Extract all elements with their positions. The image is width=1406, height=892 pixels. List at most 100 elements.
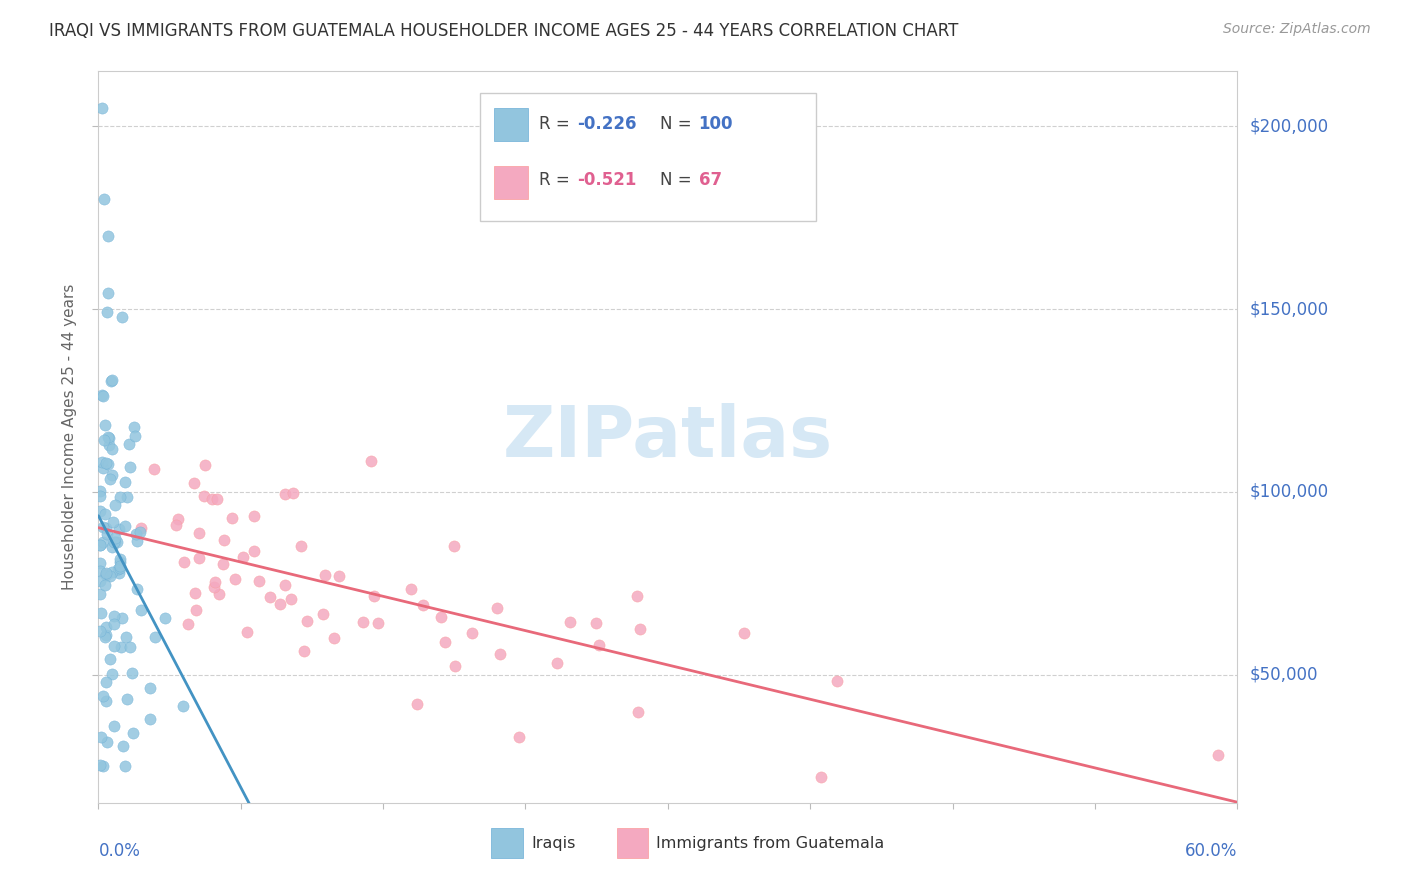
Point xyxy=(352,615,374,630)
Point xyxy=(124,429,146,443)
Point xyxy=(290,539,312,553)
Point xyxy=(810,770,832,784)
Point xyxy=(103,719,125,733)
Point xyxy=(184,603,207,617)
Point xyxy=(89,538,111,552)
Point xyxy=(112,739,135,753)
Point xyxy=(489,647,512,661)
Point xyxy=(461,625,484,640)
Point xyxy=(626,705,648,719)
Point xyxy=(98,438,121,452)
Point xyxy=(91,519,114,533)
Point xyxy=(273,578,295,592)
Point xyxy=(100,374,122,388)
Point xyxy=(314,568,336,582)
Point xyxy=(103,535,125,549)
Point xyxy=(101,468,124,483)
Point xyxy=(100,565,122,579)
Y-axis label: Householder Income Ages 25 - 44 years: Householder Income Ages 25 - 44 years xyxy=(62,284,77,591)
Point xyxy=(89,574,111,589)
Point xyxy=(172,698,194,713)
Point xyxy=(165,517,187,532)
Point xyxy=(90,606,112,620)
Text: R =: R = xyxy=(538,170,575,188)
Point xyxy=(485,601,508,615)
Point xyxy=(98,431,121,445)
Point xyxy=(825,674,848,689)
Point xyxy=(129,521,152,535)
Point xyxy=(91,460,114,475)
Point xyxy=(108,555,131,569)
Point xyxy=(97,228,120,243)
Point xyxy=(118,437,141,451)
Point xyxy=(91,690,114,704)
Point xyxy=(187,550,209,565)
Point xyxy=(89,538,111,552)
Point xyxy=(96,304,118,318)
Point xyxy=(90,388,112,402)
Point xyxy=(243,509,266,524)
Point xyxy=(235,624,257,639)
Point xyxy=(139,712,162,726)
Point xyxy=(243,543,266,558)
Text: Immigrants from Guatemala: Immigrants from Guatemala xyxy=(657,836,884,851)
Point xyxy=(114,759,136,773)
Bar xyxy=(494,108,527,141)
Point xyxy=(312,607,335,621)
Point xyxy=(100,442,122,457)
Point xyxy=(91,101,114,115)
Point xyxy=(111,310,134,324)
Point xyxy=(94,567,117,582)
Point xyxy=(101,373,124,387)
Point xyxy=(91,759,114,773)
Point xyxy=(139,681,162,695)
Text: Iraqis: Iraqis xyxy=(531,836,575,851)
Point xyxy=(183,475,205,490)
Point xyxy=(269,597,291,611)
Point xyxy=(96,620,118,634)
Point xyxy=(89,587,111,601)
Point xyxy=(401,582,423,596)
Point xyxy=(96,694,118,708)
Point xyxy=(184,585,207,599)
Point xyxy=(322,631,344,645)
Point xyxy=(91,388,114,402)
Point xyxy=(194,458,217,472)
Point xyxy=(367,615,389,630)
Point xyxy=(274,487,297,501)
Point xyxy=(96,527,118,541)
Point xyxy=(114,475,136,489)
Point xyxy=(104,531,127,545)
Point xyxy=(89,484,111,499)
Point xyxy=(114,518,136,533)
Point xyxy=(295,614,318,628)
Point xyxy=(145,631,167,645)
Point xyxy=(444,659,467,673)
Text: $50,000: $50,000 xyxy=(1250,665,1319,684)
Point xyxy=(259,591,281,605)
Point xyxy=(94,568,117,582)
Point xyxy=(90,730,112,744)
Point xyxy=(97,286,120,301)
Point xyxy=(103,617,125,632)
Point xyxy=(125,526,148,541)
Point xyxy=(120,640,142,654)
Point xyxy=(122,726,145,740)
Text: R =: R = xyxy=(538,115,575,133)
Point xyxy=(93,433,115,447)
Point xyxy=(103,640,125,654)
Point xyxy=(89,624,111,638)
Point xyxy=(107,534,129,549)
Point xyxy=(328,569,350,583)
Point xyxy=(98,472,121,486)
Point xyxy=(125,534,148,549)
Point xyxy=(89,757,111,772)
Text: N =: N = xyxy=(659,115,697,133)
Bar xyxy=(491,829,523,858)
Point xyxy=(733,626,755,640)
Text: Source: ZipAtlas.com: Source: ZipAtlas.com xyxy=(1223,22,1371,37)
Point xyxy=(232,549,254,564)
Point xyxy=(89,504,111,518)
Text: 67: 67 xyxy=(699,170,721,188)
Text: 100: 100 xyxy=(699,115,733,133)
